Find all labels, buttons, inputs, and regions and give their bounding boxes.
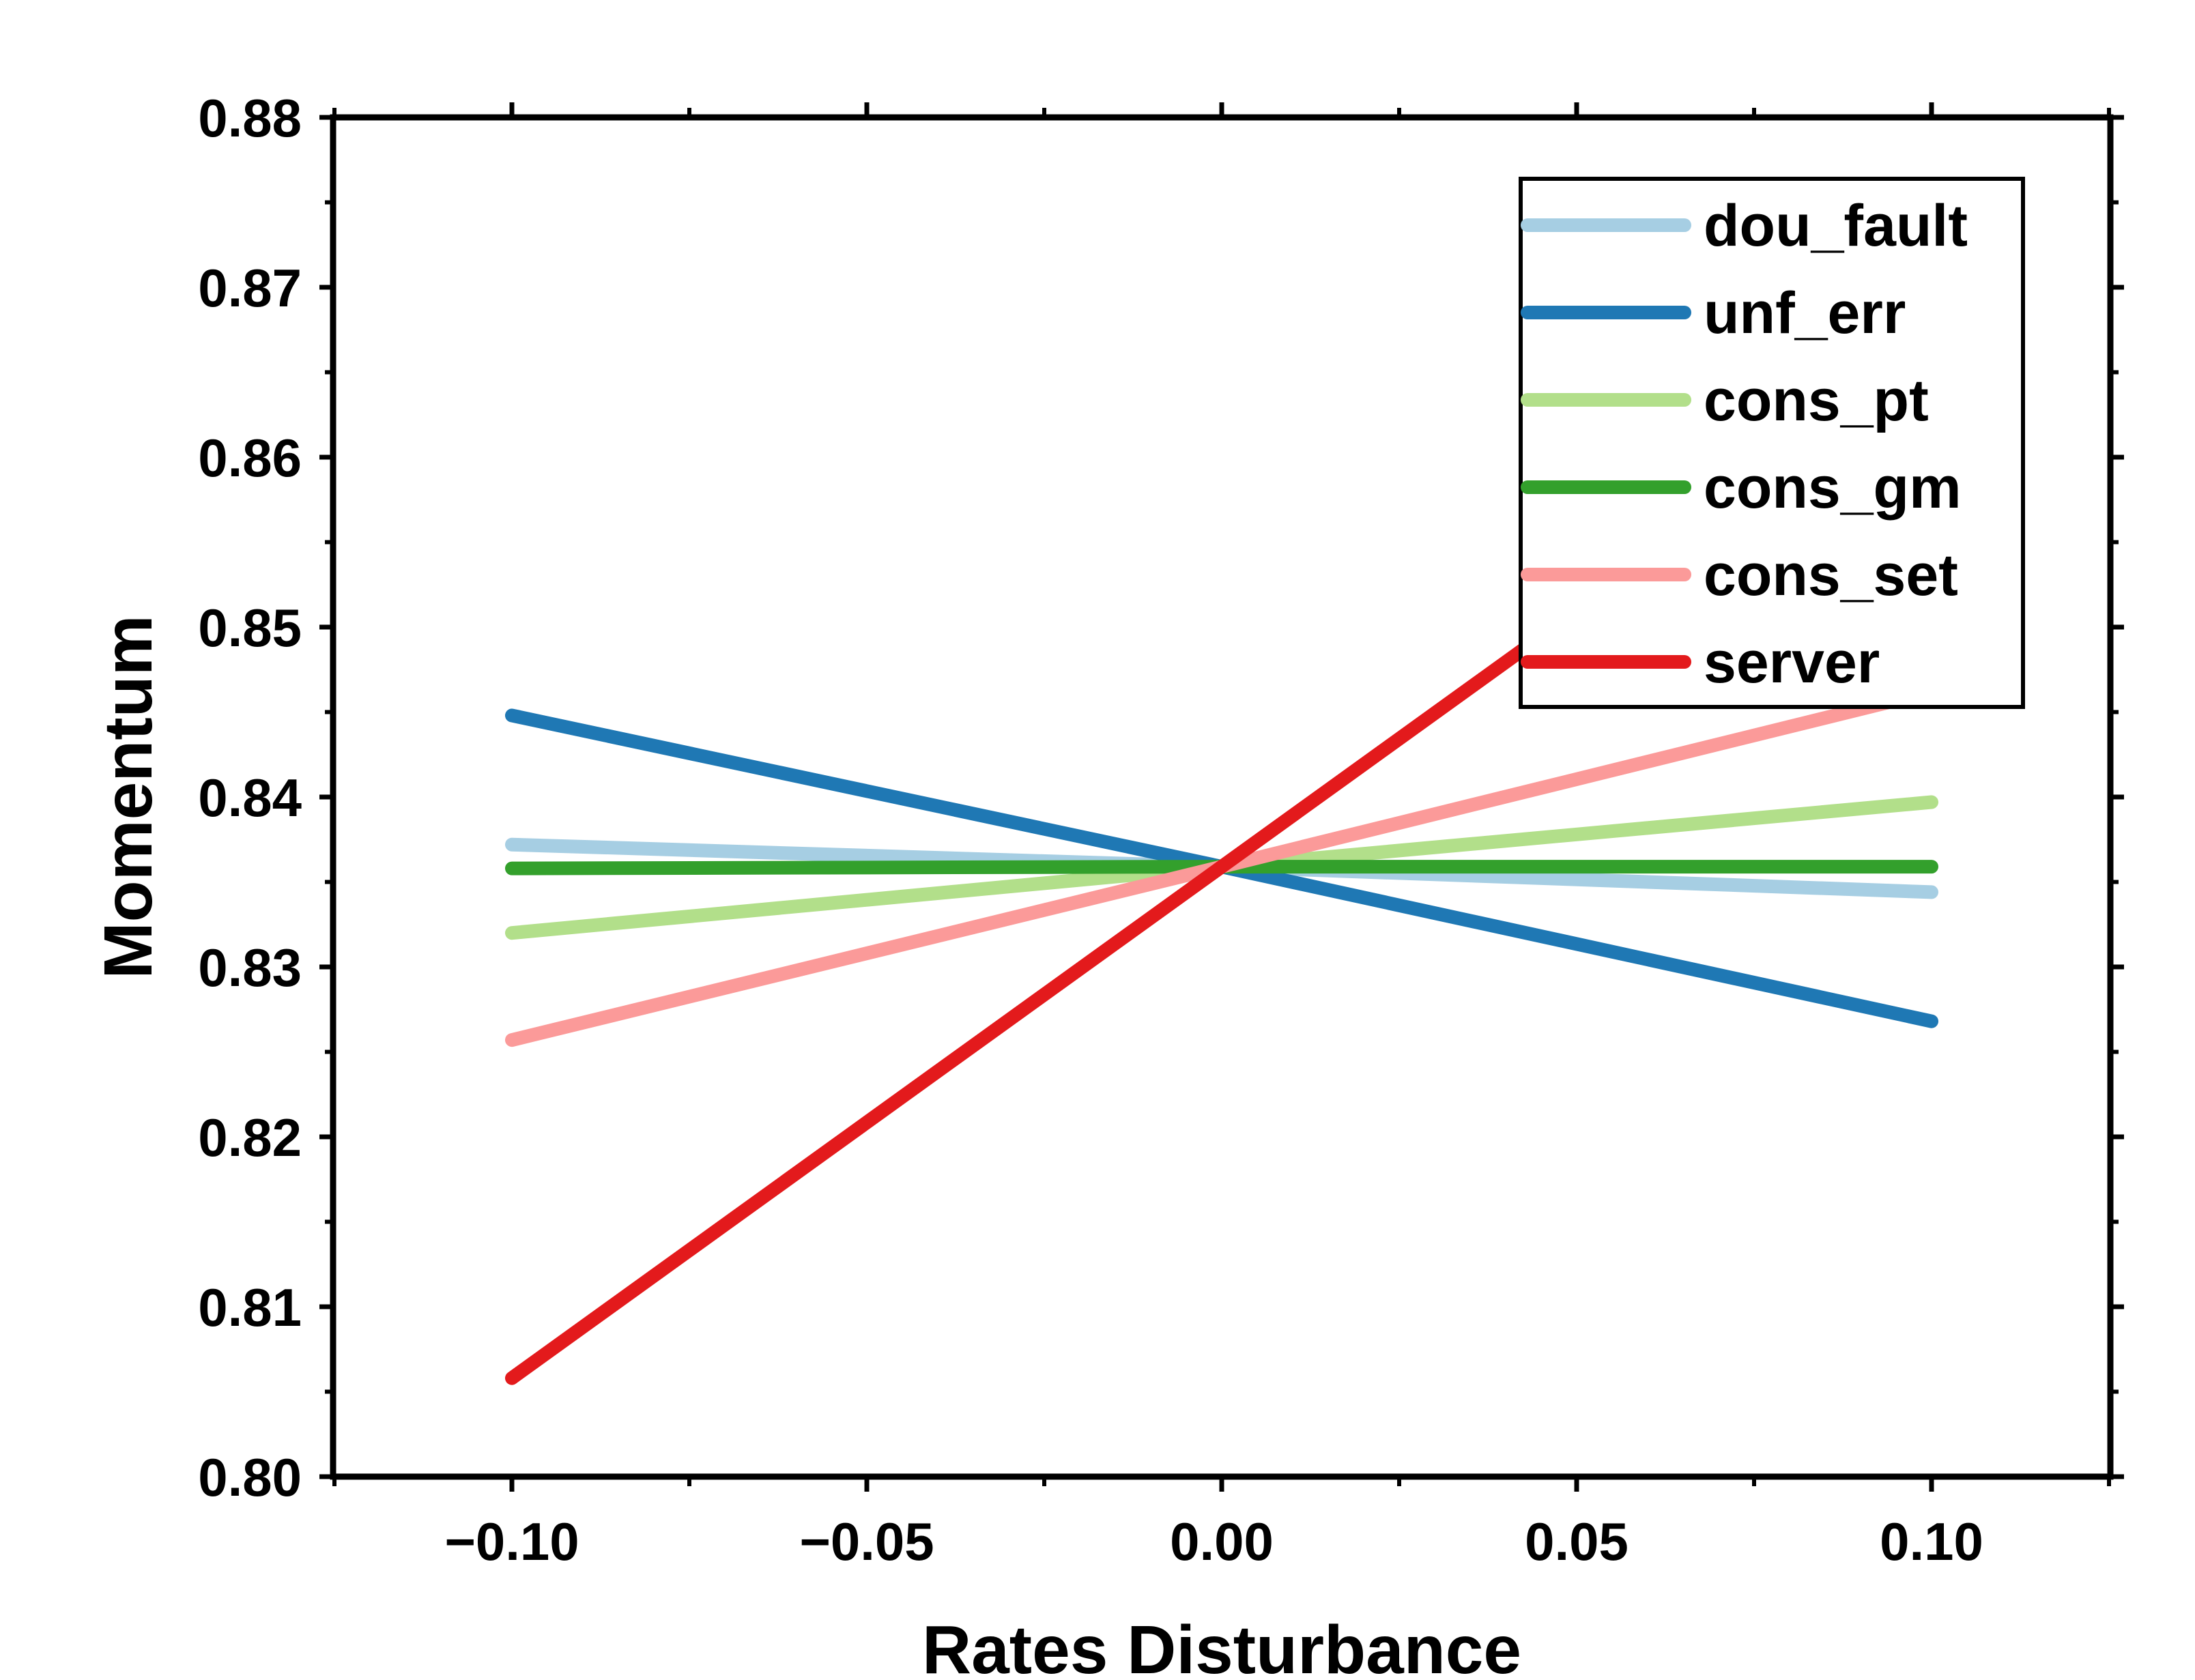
legend: dou_fault unf_err cons_pt cons_gm cons_setse… (1519, 177, 2025, 709)
legend-label: dou_fault (1704, 193, 1968, 259)
x-tick-labels: −0.10 −0.05 0.00 0.05 0.10 (444, 1511, 1983, 1572)
x-tick-label: −0.10 (444, 1511, 579, 1572)
legend-item: dou_fault (1521, 193, 1968, 259)
plot-frame (330, 114, 2114, 1480)
y-tick-label: 0.80 (198, 1447, 302, 1507)
x-tick-label: 0.00 (1170, 1511, 1274, 1572)
y-tick-label: 0.85 (198, 598, 302, 658)
legend-label: cons_pt (1704, 368, 1929, 433)
y-tick-label: 0.86 (198, 428, 302, 488)
y-tick-label: 0.81 (198, 1277, 302, 1337)
legend-item: cons_set (1521, 542, 1958, 608)
x-axis-title: Rates Disturbance (922, 1612, 1521, 1680)
y-tick-label: 0.84 (198, 768, 302, 828)
legend-label: cons_set (1704, 542, 1958, 608)
legend-label: cons_gm (1704, 455, 1962, 521)
y-tick-label: 0.82 (198, 1107, 302, 1168)
legend-label: server (1704, 630, 1880, 695)
legend-item: cons_gm (1521, 455, 1962, 521)
legend-item: server (1521, 630, 1880, 695)
x-tick-label: 0.10 (1880, 1511, 1983, 1572)
y-tick-label: 0.87 (198, 258, 302, 318)
legend-frame (1519, 177, 2025, 709)
legend-item: unf_err (1521, 280, 1906, 346)
y-axis-title: Momentum (90, 615, 167, 979)
legend-label: unf_err (1704, 280, 1906, 346)
y-tick-label: 0.83 (198, 938, 302, 998)
y-tick-labels: 0.80 0.81 0.82 0.83 0.84 0.85 0.86 0.87 0.88 (198, 88, 302, 1507)
x-tick-label: 0.05 (1525, 1511, 1629, 1572)
y-tick-label: 0.88 (198, 88, 302, 148)
x-tick-label: −0.05 (799, 1511, 934, 1572)
legend-item: cons_pt (1521, 368, 1929, 433)
